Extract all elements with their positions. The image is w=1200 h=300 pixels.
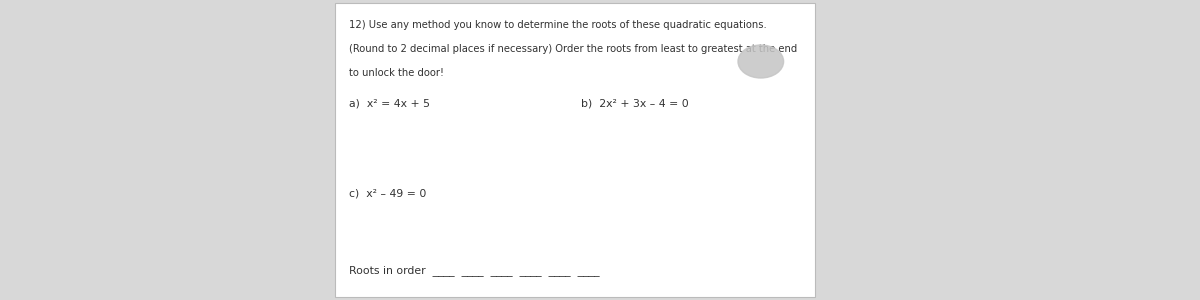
Text: b)  2x² + 3x – 4 = 0: b) 2x² + 3x – 4 = 0 bbox=[581, 99, 689, 109]
Text: Roots in order  ____  ____  ____  ____  ____  ____: Roots in order ____ ____ ____ ____ ____ … bbox=[349, 266, 600, 276]
Text: to unlock the door!: to unlock the door! bbox=[349, 68, 444, 77]
Text: a)  x² = 4x + 5: a) x² = 4x + 5 bbox=[349, 99, 431, 109]
Text: c)  x² – 49 = 0: c) x² – 49 = 0 bbox=[349, 189, 426, 199]
Text: 12) Use any method you know to determine the roots of these quadratic equations.: 12) Use any method you know to determine… bbox=[349, 20, 767, 29]
Text: (Round to 2 decimal places if necessary) Order the roots from least to greatest : (Round to 2 decimal places if necessary)… bbox=[349, 44, 798, 53]
